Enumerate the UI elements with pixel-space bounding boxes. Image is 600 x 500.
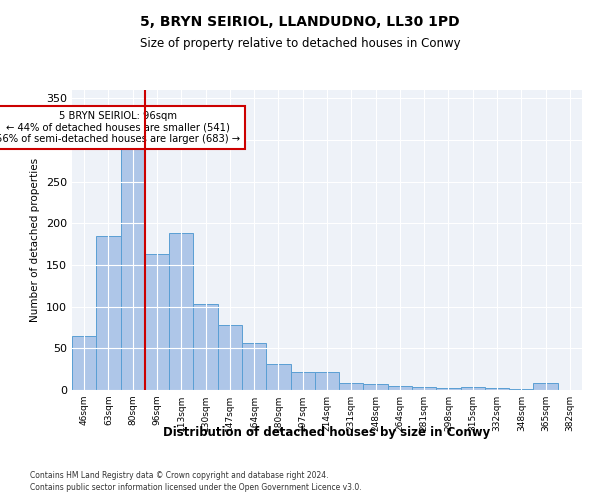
Y-axis label: Number of detached properties: Number of detached properties <box>31 158 40 322</box>
Bar <box>461 386 485 390</box>
Bar <box>266 364 290 390</box>
Bar <box>412 386 436 390</box>
Bar <box>290 372 315 390</box>
Text: 5 BRYN SEIRIOL: 96sqm
← 44% of detached houses are smaller (541)
56% of semi-det: 5 BRYN SEIRIOL: 96sqm ← 44% of detached … <box>0 111 240 144</box>
Bar <box>96 236 121 390</box>
Bar <box>72 336 96 390</box>
Text: Size of property relative to detached houses in Conwy: Size of property relative to detached ho… <box>140 38 460 51</box>
Bar <box>388 386 412 390</box>
Bar <box>242 342 266 390</box>
Bar <box>121 144 145 390</box>
Bar <box>218 325 242 390</box>
Bar <box>315 372 339 390</box>
Bar <box>364 384 388 390</box>
Bar <box>533 384 558 390</box>
Bar <box>485 388 509 390</box>
Bar <box>193 304 218 390</box>
Bar <box>145 254 169 390</box>
Bar <box>169 234 193 390</box>
Text: Contains public sector information licensed under the Open Government Licence v3: Contains public sector information licen… <box>30 484 362 492</box>
Text: Distribution of detached houses by size in Conwy: Distribution of detached houses by size … <box>163 426 491 439</box>
Text: Contains HM Land Registry data © Crown copyright and database right 2024.: Contains HM Land Registry data © Crown c… <box>30 471 329 480</box>
Bar <box>509 389 533 390</box>
Bar <box>339 382 364 390</box>
Bar <box>436 388 461 390</box>
Text: 5, BRYN SEIRIOL, LLANDUDNO, LL30 1PD: 5, BRYN SEIRIOL, LLANDUDNO, LL30 1PD <box>140 15 460 29</box>
